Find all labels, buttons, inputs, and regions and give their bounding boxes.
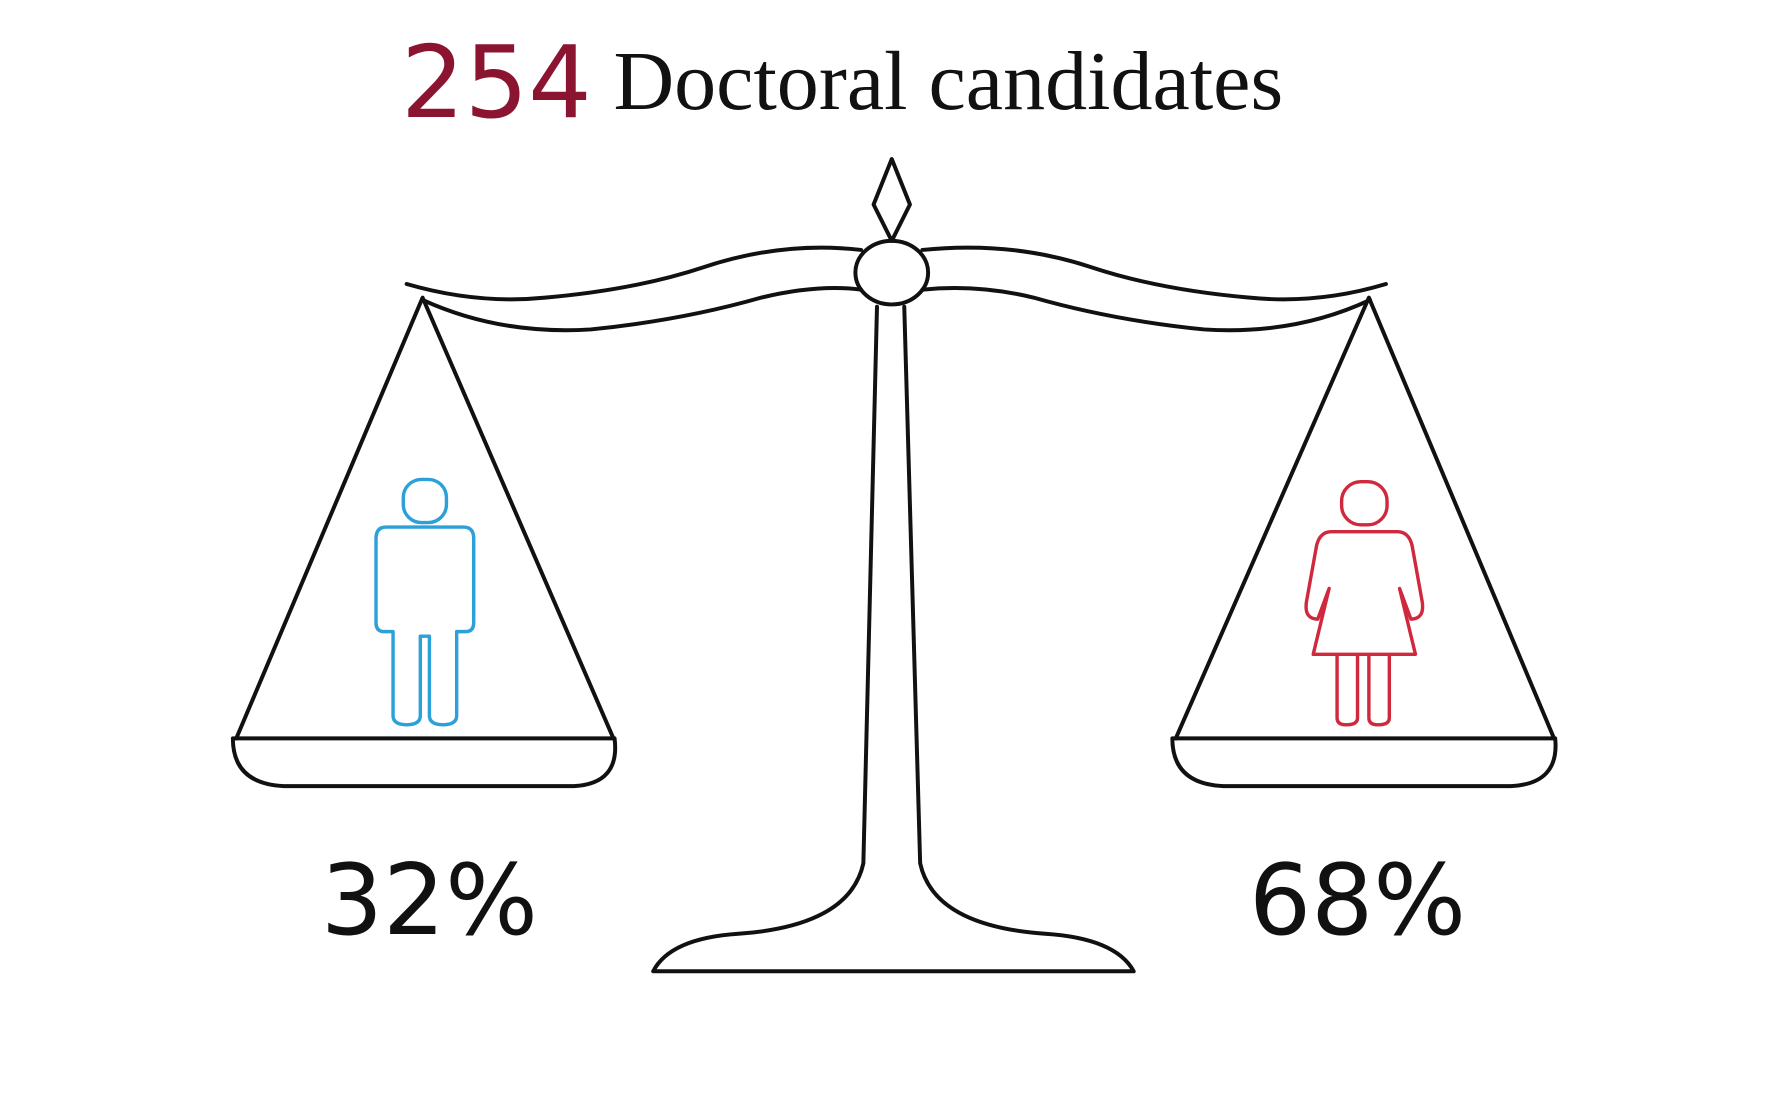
finial <box>871 157 912 243</box>
beam-right-bottom <box>920 286 1373 333</box>
title: Doctoral candidates <box>613 35 1283 128</box>
right-pan <box>1170 736 1558 789</box>
female-icon <box>1304 479 1425 727</box>
count: 254 <box>401 24 592 141</box>
male-icon <box>374 477 476 727</box>
beam-right-top <box>920 245 1388 302</box>
beam-left-bottom <box>420 286 864 333</box>
pivot <box>853 238 931 307</box>
pillar <box>651 304 1136 974</box>
right-strings <box>1173 295 1557 741</box>
drawing: 254 Doctoral candidates 32% 68% <box>230 24 1558 974</box>
right-percent: 68% <box>1249 844 1466 958</box>
left-pan <box>230 736 618 789</box>
beam-left-top <box>404 245 864 302</box>
left-percent: 32% <box>321 844 538 958</box>
left-strings <box>234 295 616 741</box>
